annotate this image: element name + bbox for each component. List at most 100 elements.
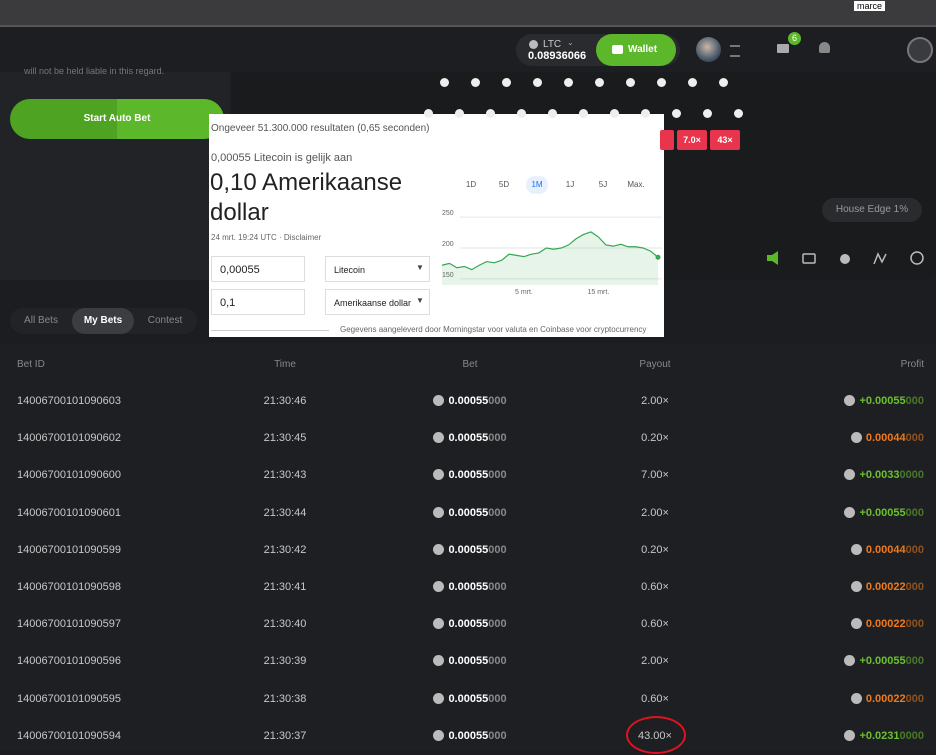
profit: 0.00044000 xyxy=(850,543,924,556)
bet-row[interactable]: 14006700101090598 21:30:41 0.00055000 0.60×… xyxy=(0,569,936,606)
bet-padding: 000 xyxy=(488,729,507,742)
profit-value: 0.00022 xyxy=(865,618,906,631)
column-header: Profit xyxy=(900,359,924,370)
profit-padding: 000 xyxy=(905,618,924,631)
profit-value: +0.00055 xyxy=(859,395,906,407)
bet-value: 0.00055 xyxy=(448,581,489,593)
wallet-button[interactable] xyxy=(596,34,676,66)
bet-id: 14006700101090598 xyxy=(17,581,122,593)
to-currency[interactable]: Amerikaanse dollar xyxy=(325,289,430,315)
bets-table xyxy=(0,343,936,750)
peg xyxy=(455,109,464,118)
range-tab[interactable]: 1M xyxy=(526,176,548,194)
peg xyxy=(595,78,604,87)
coin-icon xyxy=(844,395,856,406)
profit: 0.00022000 xyxy=(850,692,924,705)
profit-value: 0.00044 xyxy=(865,432,906,445)
payout: 43.00× xyxy=(638,729,672,742)
bet-time: 21:30:46 xyxy=(263,395,307,407)
bet-row[interactable]: 14006700101090601 21:30:44 0.00055000 2.00×… xyxy=(0,495,936,532)
peg xyxy=(734,109,743,118)
bet-row[interactable]: 14006700101090594 21:30:37 0.00055000 43.00… xyxy=(0,718,936,755)
bet-padding: 000 xyxy=(488,618,507,631)
fair-icon[interactable] xyxy=(840,254,850,264)
bet-time: 21:30:43 xyxy=(263,469,307,482)
bet-amount: 0.00055000 xyxy=(400,395,540,407)
column-header: Time xyxy=(274,359,296,370)
profit-value: 0.00044 xyxy=(865,543,906,556)
profit-padding: 000 xyxy=(905,506,924,519)
profit-value: +0.00055 xyxy=(859,506,906,519)
bet-row[interactable]: 14006700101090602 21:30:45 0.00055000 0.20×… xyxy=(0,420,936,457)
column-header: Payout xyxy=(639,359,671,370)
menu-icon[interactable] xyxy=(730,45,740,57)
bet-value: 0.00055 xyxy=(448,395,489,407)
peg xyxy=(424,109,433,118)
bet-amount: 0.00055000 xyxy=(400,655,540,667)
keyboard-icon[interactable] xyxy=(802,253,816,264)
coin-icon xyxy=(850,581,862,592)
sound-icon[interactable] xyxy=(767,251,778,265)
avatar[interactable] xyxy=(696,37,721,62)
column-header: Bet xyxy=(462,359,478,370)
bet-time: 21:30:39 xyxy=(263,655,307,668)
coin-icon xyxy=(850,618,862,630)
peg xyxy=(579,109,588,118)
from-currency[interactable]: Litecoin xyxy=(325,256,430,282)
converter-card xyxy=(209,114,664,337)
bet-value: 0.00055 xyxy=(448,729,489,742)
to-amount[interactable]: 0,1 xyxy=(211,289,305,315)
price-area xyxy=(442,231,658,285)
stats-icon[interactable] xyxy=(873,252,887,265)
help-icon[interactable] xyxy=(910,251,924,265)
source: Gegevens aangeleverd door Morningstar vo… xyxy=(340,325,647,334)
payout: 2.00× xyxy=(641,395,669,407)
range-tab[interactable]: 1J xyxy=(565,180,575,189)
range-tab[interactable]: 5J xyxy=(598,180,608,189)
coin-icon xyxy=(850,432,862,444)
profit: 0.00022000 xyxy=(850,581,924,593)
bet-row[interactable]: 14006700101090595 21:30:38 0.00055000 0.60×… xyxy=(0,681,936,718)
bets-tab[interactable]: My Bets xyxy=(72,308,134,334)
bets-tab[interactable]: All Bets xyxy=(24,315,58,326)
bet-row[interactable]: 14006700101090597 21:30:40 0.00055000 0.60×… xyxy=(0,606,936,643)
coin-icon xyxy=(433,469,445,481)
bet-value: 0.00055 xyxy=(448,432,489,445)
notice: will not be held liable in this regard. xyxy=(24,66,165,76)
profit-value: +0.0033 xyxy=(859,469,900,482)
range-tab[interactable]: 1D xyxy=(465,180,477,189)
payout: 0.60× xyxy=(641,581,669,593)
coin-icon xyxy=(433,692,445,704)
bet-row[interactable]: 14006700101090599 21:30:42 0.00055000 0.20×… xyxy=(0,532,936,569)
auto-bet-button[interactable]: Start Auto Bet xyxy=(10,99,224,139)
currency[interactable]: LTC xyxy=(543,39,562,50)
caret: ⌄ xyxy=(567,38,574,47)
range-tab[interactable]: 5D xyxy=(498,180,510,189)
question: 0,00055 Litecoin is gelijk aan xyxy=(211,152,353,164)
wallet-label[interactable]: Wallet xyxy=(628,44,658,55)
bell-icon[interactable] xyxy=(819,42,830,53)
bet-time: 21:30:42 xyxy=(263,543,307,556)
profit-padding: 000 xyxy=(905,655,924,668)
peg xyxy=(703,109,712,118)
payout: 0.20× xyxy=(641,432,669,445)
logo[interactable] xyxy=(907,37,933,63)
toolbar-icons[interactable] xyxy=(760,248,930,270)
profit-value: 0.00022 xyxy=(865,692,906,705)
from-amount[interactable]: 0,00055 xyxy=(211,256,305,282)
bet-row[interactable]: 14006700101090596 21:30:39 0.00055000 2.00×… xyxy=(0,643,936,680)
profit: +0.02310000 xyxy=(844,729,924,742)
mail-icon[interactable] xyxy=(777,44,789,53)
peg xyxy=(533,78,542,87)
bet-row[interactable]: 14006700101090603 21:30:46 0.00055000 2.00×… xyxy=(0,383,936,420)
payout: 0.60× xyxy=(641,618,669,631)
bet-time: 21:30:37 xyxy=(263,729,307,742)
bet-row[interactable]: 14006700101090600 21:30:43 0.00055000 7.00×… xyxy=(0,457,936,494)
bet-padding: 000 xyxy=(488,469,507,482)
payout: 7.00× xyxy=(641,469,669,482)
profit-padding: 0000 xyxy=(899,469,924,482)
payout: 2.00× xyxy=(641,506,669,519)
bet-value: 0.00055 xyxy=(448,543,489,556)
bets-tab[interactable]: Contest xyxy=(147,315,183,326)
range-tab[interactable]: Max. xyxy=(627,180,645,189)
